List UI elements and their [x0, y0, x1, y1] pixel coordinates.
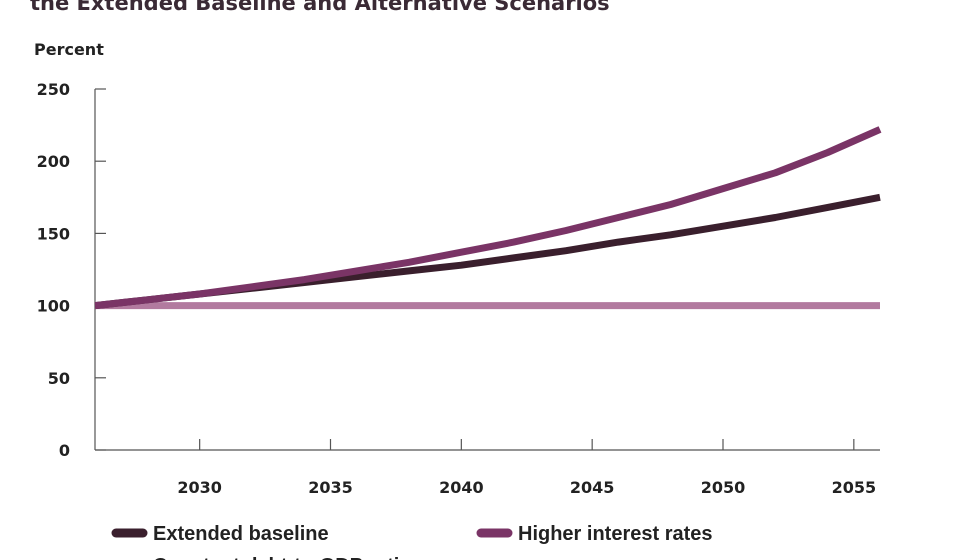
x-tick-label: 2030: [177, 478, 222, 497]
axes: 0 50 100 150 200 250 2030 2035 2040 2045 2050 2055: [37, 80, 880, 497]
series-lines: [94, 126, 882, 310]
x-tick-label: 2045: [570, 478, 615, 497]
legend-label: Constant debt-to-GDP ratio: [153, 555, 412, 560]
y-axis-label: Percent: [34, 40, 104, 59]
series-line-higher-interest-rates: [94, 126, 882, 310]
y-tick-label: 150: [37, 224, 70, 243]
x-tick-label: 2035: [308, 478, 353, 497]
y-tick-label: 100: [37, 297, 70, 316]
legend-label: Higher interest rates: [518, 523, 713, 545]
y-tick-label: 250: [37, 80, 70, 99]
y-tick-label: 200: [37, 152, 70, 171]
x-tick-label: 2055: [832, 478, 877, 497]
y-tick-label: 0: [59, 441, 70, 460]
x-tick-label: 2050: [701, 478, 746, 497]
legend: Extended baseline Higher interest rates Co…: [111, 523, 713, 560]
chart-title: the Extended Baseline and Alternative Sc…: [30, 0, 610, 15]
legend-label: Extended baseline: [153, 523, 329, 545]
y-tick-label: 50: [48, 369, 70, 388]
x-tick-label: 2040: [439, 478, 484, 497]
